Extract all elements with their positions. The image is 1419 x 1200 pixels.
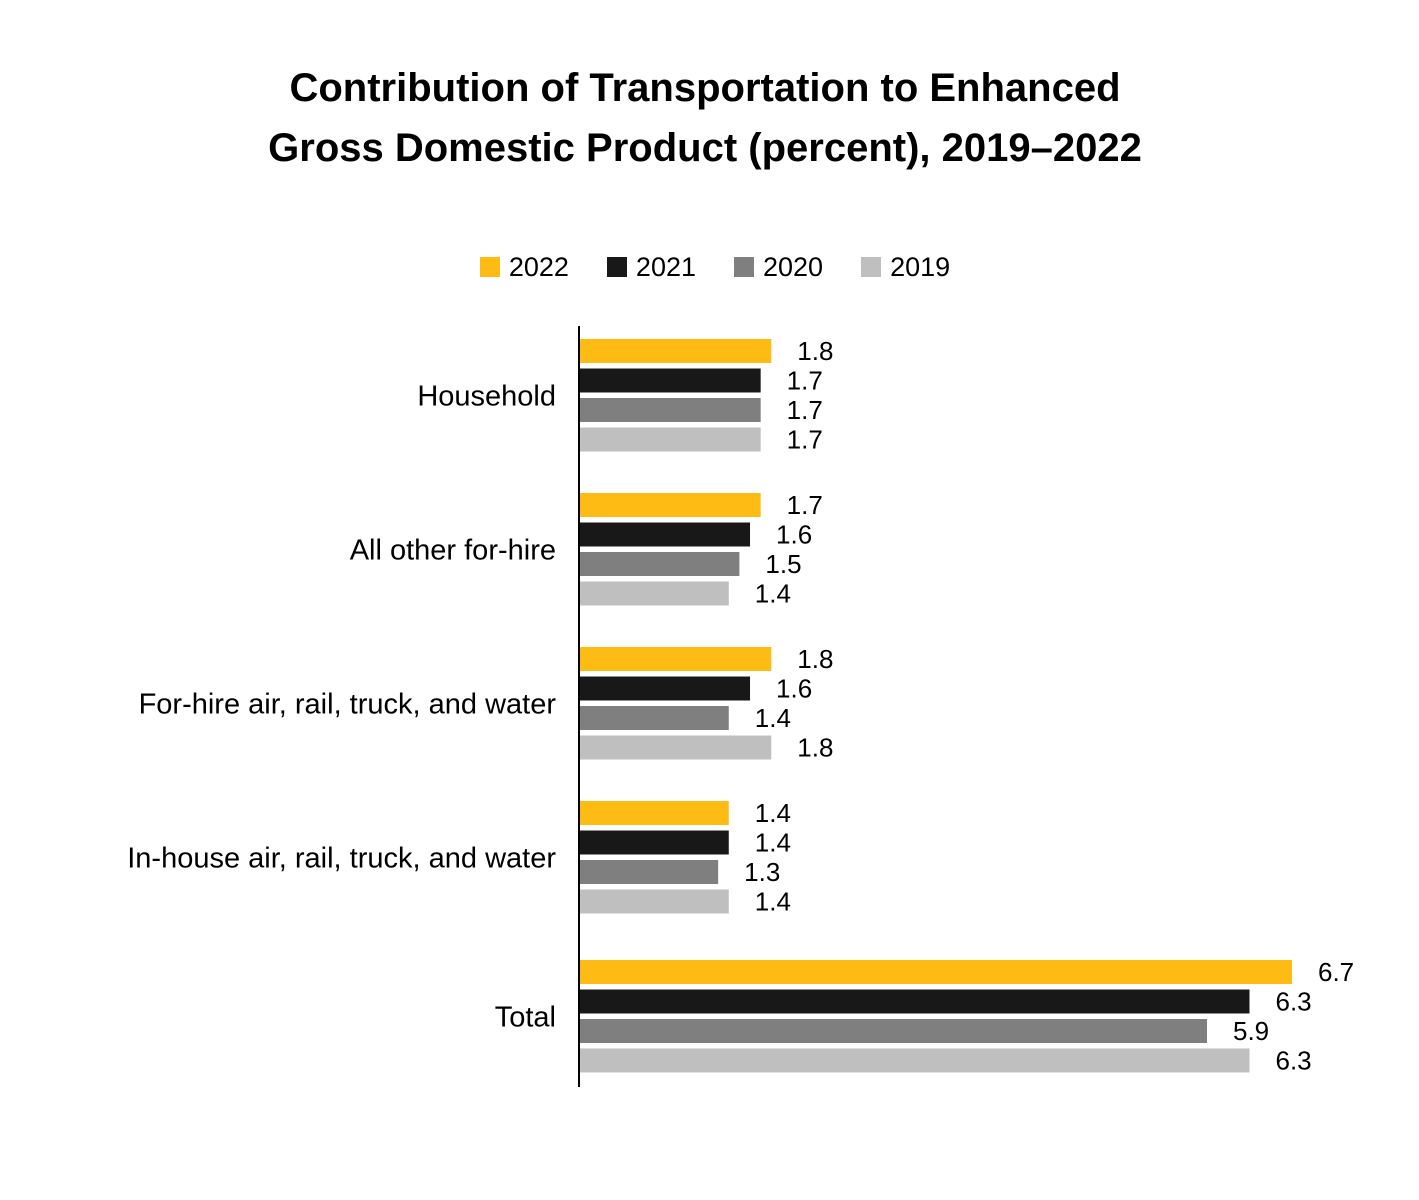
legend-item-2021: 2021 (606, 251, 696, 283)
legend-item-2020: 2020 (734, 252, 823, 283)
data-label-household-2022: 1.8 (797, 336, 833, 366)
bar-household-2022 (580, 339, 772, 363)
bar-total-2022 (580, 960, 1292, 984)
legend-swatch-2022 (479, 257, 500, 277)
data-label-all-other-for-hire-2021: 1.6 (776, 520, 812, 550)
data-label-household-2020: 1.7 (787, 395, 823, 425)
data-label-in-house-air-rail-truck-and-water-2020: 1.3 (744, 857, 780, 887)
bar-total-2020 (580, 1019, 1207, 1043)
bar-for-hire-air-rail-truck-and-water-2019 (580, 735, 772, 760)
bar-all-other-for-hire-2020 (580, 552, 740, 576)
category-label-in-house-air-rail-truck-and-water: In-house air, rail, truck, and water (127, 842, 556, 874)
bar-for-hire-air-rail-truck-and-water-2020 (580, 706, 729, 730)
data-label-in-house-air-rail-truck-and-water-2022: 1.4 (755, 798, 791, 828)
bar-in-house-air-rail-truck-and-water-2022 (580, 801, 729, 825)
data-label-all-other-for-hire-2020: 1.5 (765, 549, 801, 579)
data-label-total-2022: 6.7 (1318, 957, 1354, 987)
data-label-all-other-for-hire-2019: 1.4 (755, 579, 791, 609)
category-label-total: Total (495, 1001, 556, 1033)
legend-swatch-2020 (734, 257, 754, 277)
legend-label-2022: 2022 (508, 251, 569, 282)
data-label-in-house-air-rail-truck-and-water-2021: 1.4 (755, 828, 791, 858)
bar-total-2019 (580, 1048, 1250, 1073)
data-label-household-2021: 1.7 (787, 366, 823, 396)
chart-title-line-1: Contribution of Transportation to Enhanc… (289, 66, 1121, 110)
data-label-for-hire-air-rail-truck-and-water-2022: 1.8 (797, 644, 833, 674)
bar-all-other-for-hire-2021 (580, 522, 751, 547)
category-label-all-other-for-hire: All other for-hire (350, 534, 556, 566)
bar-household-2019 (580, 427, 761, 452)
legend-label-2020: 2020 (763, 251, 824, 282)
data-label-all-other-for-hire-2022: 1.7 (787, 490, 823, 520)
bar-household-2020 (580, 398, 761, 422)
bar-all-other-for-hire-2022 (580, 493, 761, 517)
chart-legend: 2022 2021 2020 2019 (0, 250, 1419, 284)
data-label-for-hire-air-rail-truck-and-water-2021: 1.6 (776, 674, 812, 704)
chart-title-line-2: Gross Domestic Product (percent), 2019–2… (268, 126, 1142, 170)
bar-household-2021 (580, 368, 761, 393)
legend-swatch-2021 (606, 257, 627, 277)
legend-label-2019: 2019 (890, 251, 951, 282)
data-label-total-2020: 5.9 (1233, 1016, 1269, 1046)
data-label-for-hire-air-rail-truck-and-water-2020: 1.4 (755, 703, 791, 733)
bar-total-2021 (580, 989, 1250, 1014)
bar-in-house-air-rail-truck-and-water-2021 (580, 830, 729, 855)
data-label-total-2021: 6.3 (1275, 987, 1311, 1017)
legend-item-2022: 2022 (479, 251, 569, 283)
legend-label-2021: 2021 (635, 251, 696, 282)
bar-all-other-for-hire-2019 (580, 581, 729, 606)
bar-for-hire-air-rail-truck-and-water-2022 (580, 647, 772, 671)
chart-title: Contribution of Transportation to Enhanc… (0, 58, 1410, 178)
data-label-total-2019: 6.3 (1275, 1046, 1311, 1076)
legend-item-2019: 2019 (861, 252, 950, 283)
bar-for-hire-air-rail-truck-and-water-2021 (580, 676, 751, 701)
legend-swatch-2019 (861, 257, 882, 277)
category-label-for-hire-air-rail-truck-and-water: For-hire air, rail, truck, and water (139, 688, 557, 720)
bar-in-house-air-rail-truck-and-water-2019 (580, 889, 729, 914)
data-label-household-2019: 1.7 (787, 425, 823, 455)
data-label-for-hire-air-rail-truck-and-water-2019: 1.8 (797, 733, 833, 763)
data-label-in-house-air-rail-truck-and-water-2019: 1.4 (755, 887, 791, 917)
category-label-household: Household (417, 380, 556, 412)
bar-in-house-air-rail-truck-and-water-2020 (580, 860, 719, 884)
